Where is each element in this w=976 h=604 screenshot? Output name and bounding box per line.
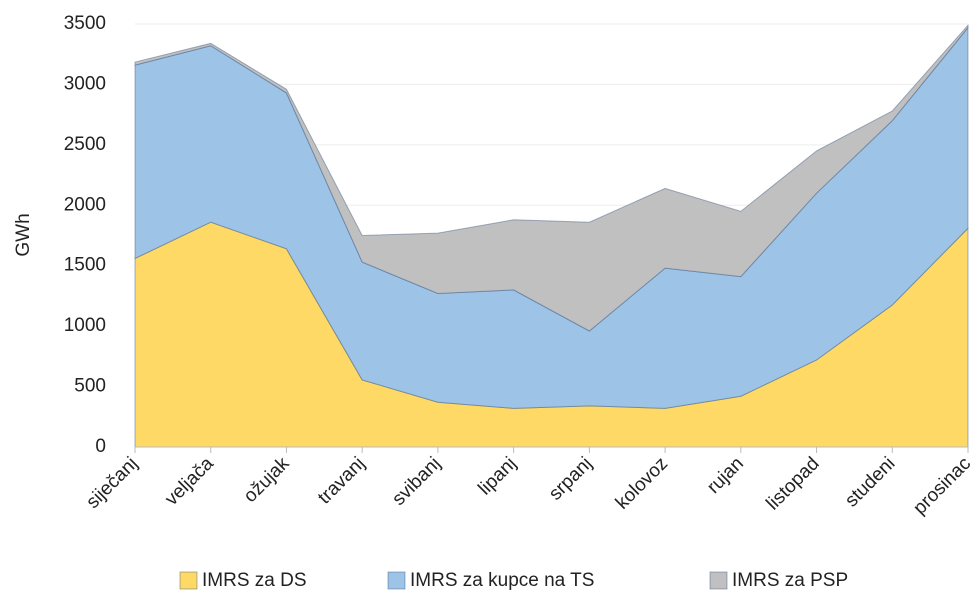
legend-swatch [179, 571, 198, 590]
y-tick-label: 1500 [64, 255, 106, 276]
legend-label: IMRS za DS [202, 570, 307, 591]
legend-label: IMRS za kupce na TS [410, 570, 594, 591]
y-axis-label: GWh [13, 213, 34, 256]
y-tick-label: 3500 [64, 13, 106, 34]
x-tick-label: ožujak [240, 453, 294, 507]
x-tick-label: prosinac [909, 453, 975, 519]
x-tick-label: studeni [841, 453, 899, 511]
x-tick-label: travanj [314, 453, 369, 508]
x-tick-label: listopad [762, 453, 823, 514]
area [134, 23, 969, 332]
x-tick-label: lipanj [474, 453, 520, 499]
legend-swatch [709, 571, 728, 590]
x-tick-label: siječanj [82, 453, 142, 513]
legend-label: IMRS za PSP [732, 570, 848, 591]
y-tick-label: 2500 [64, 134, 106, 155]
y-tick-label: 3000 [64, 73, 106, 94]
y-tick-label: 500 [74, 376, 106, 397]
y-tick-label: 0 [95, 436, 106, 457]
x-tick-label: rujan [703, 453, 748, 498]
y-tick-label: 1000 [64, 315, 106, 336]
legend-swatch [387, 571, 406, 590]
x-tick-label: kolovoz [612, 453, 672, 513]
x-tick-label: svibanj [388, 453, 445, 510]
x-tick-label: veljača [161, 453, 218, 510]
y-tick-label: 2000 [64, 194, 106, 215]
x-tick-label: srpanj [545, 453, 596, 504]
